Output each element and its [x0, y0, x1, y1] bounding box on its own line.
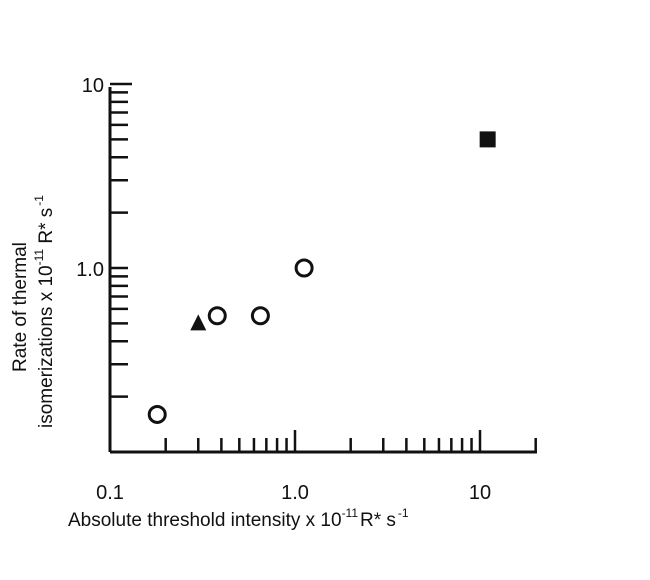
axes [108, 87, 537, 454]
x-tick-label: 0.1 [96, 482, 124, 504]
data-point-square [479, 131, 496, 148]
data-point-triangle [190, 314, 207, 331]
y-axis-label: Rate of thermal isomerizations x 10-11 R… [10, 195, 57, 428]
x-tick-label: 1.0 [281, 482, 309, 504]
y-axis-label-exponent: -11 [32, 249, 46, 266]
data-point-circle [207, 306, 227, 326]
data-point-circle [250, 306, 270, 326]
y-axis-label-line1: Rate of thermal [10, 242, 31, 372]
x-axis-label: Absolute threshold intensity x 10-11 R* s… [68, 506, 409, 531]
x-axis-label-prefix: Absolute threshold intensity x 10 [68, 510, 342, 531]
y-axis-label-line2: isomerizations x 10-11 R* s -1 [32, 195, 57, 428]
x-tick-label: 10 [469, 482, 491, 504]
data-point-circle [294, 258, 314, 278]
data-points [147, 131, 496, 424]
y-tick-label: 1.0 [76, 259, 104, 281]
y-axis-label-line2-prefix: isomerizations x 10 [36, 265, 57, 428]
tick-marks [110, 82, 537, 452]
y-axis-label-suffix: R* s [36, 208, 57, 249]
y-tick-label: 10 [82, 75, 104, 97]
x-axis-label-exponent: -11 [342, 506, 359, 520]
tick-labels: 0.1 1.0 10 1.0 10 [76, 75, 491, 504]
x-axis-label-suffix: R* s [360, 510, 396, 531]
data-point-circle [147, 404, 167, 424]
y-axis-label-suffix-exponent: -1 [32, 195, 46, 206]
x-axis-label-suffix-exponent: -1 [398, 506, 409, 520]
